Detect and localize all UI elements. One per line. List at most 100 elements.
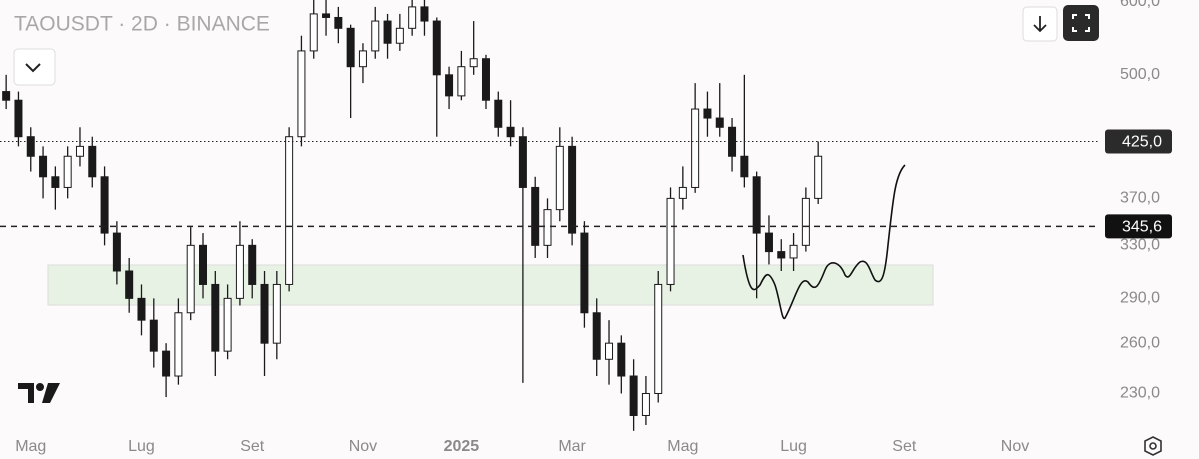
chart-title: TAOUSDT · 2D · BINANCE (14, 13, 270, 36)
candle-body (137, 297, 146, 321)
price-tag-label: 345,6 (1122, 219, 1162, 236)
candle-body (260, 283, 269, 344)
candle-body (235, 244, 244, 299)
candle-body (39, 155, 48, 178)
candle-body (75, 145, 84, 157)
candle-body (543, 209, 552, 246)
candle-body (63, 155, 72, 188)
y-tick-label: 290,0 (1120, 290, 1160, 307)
x-tick-label: Mar (558, 438, 586, 455)
candle-body (162, 350, 171, 377)
candle-body (14, 99, 23, 138)
x-tick-label: Set (240, 438, 265, 455)
candle-body (445, 74, 454, 97)
candle-body (568, 145, 577, 234)
y-tick-label: 260,0 (1120, 334, 1160, 351)
fullscreen-button[interactable] (1063, 5, 1099, 41)
candle-body (322, 13, 331, 18)
settings-icon-center (1149, 442, 1157, 450)
y-tick-label: 230,0 (1120, 385, 1160, 402)
x-tick-label: Set (892, 438, 917, 455)
candle-body (408, 6, 417, 29)
candle-body (346, 27, 355, 68)
price-tag-label: 425,0 (1122, 134, 1162, 151)
candle-body (654, 283, 663, 394)
candle-body (752, 176, 761, 234)
candle-body (149, 319, 158, 352)
candle-body (457, 66, 466, 97)
candle-body (51, 176, 60, 188)
candle-body (371, 20, 380, 52)
x-tick-label: Lug (128, 438, 155, 455)
y-tick-label: 500,0 (1120, 66, 1160, 83)
candle-body (481, 58, 490, 101)
settings-icon[interactable] (1144, 436, 1162, 456)
candle-body (2, 91, 11, 101)
candle-body (506, 126, 515, 138)
candle-body (678, 186, 687, 199)
candle-body (691, 108, 700, 188)
candle-body (272, 283, 281, 344)
candle-body (186, 244, 195, 314)
candle-body (174, 312, 183, 377)
y-tick-label: 330,0 (1120, 237, 1160, 254)
candle-body (715, 117, 724, 128)
candle-body (777, 251, 786, 259)
candle-body (100, 176, 109, 234)
candle-body (432, 20, 441, 76)
y-tick-label: 370,0 (1120, 190, 1160, 207)
candle-body (223, 297, 232, 352)
candle-body (358, 50, 367, 68)
candle-body (740, 155, 749, 178)
candle-body (814, 155, 823, 199)
x-tick-label: 2025 (444, 438, 480, 455)
candle-body (592, 312, 601, 360)
chevron-icon (25, 63, 41, 73)
candle-body (125, 270, 134, 299)
candle-body (703, 108, 712, 119)
candle-body (309, 13, 318, 52)
candle-body (580, 232, 589, 314)
candle-body (617, 342, 626, 377)
candle-body (26, 136, 35, 157)
candle-body (801, 197, 810, 246)
candle-body (789, 244, 798, 259)
x-tick-label: Mag (15, 438, 46, 455)
support-zone (47, 264, 934, 306)
candle-body (641, 392, 650, 416)
candle-body (531, 186, 540, 246)
candle-body (211, 283, 220, 352)
x-tick-label: Nov (1001, 438, 1029, 455)
candle-body (555, 145, 564, 211)
candle-body (605, 342, 614, 360)
candle-body (395, 27, 404, 44)
candle-body (518, 136, 527, 188)
tv-logo (18, 383, 60, 403)
candle-body (285, 136, 294, 285)
candle-body (112, 232, 121, 272)
candle-body (420, 6, 429, 22)
forecast-sketch (742, 164, 906, 320)
x-tick-label: Lug (780, 438, 807, 455)
y-tick-label: 600,0 (1120, 0, 1160, 10)
candle-body (88, 145, 97, 178)
x-tick-label: Nov (349, 438, 377, 455)
price-tag (1105, 129, 1172, 154)
candle-body (666, 197, 675, 285)
candles (2, 0, 823, 431)
price-tag (1105, 214, 1172, 239)
candle-body (764, 232, 773, 253)
candle-body (383, 20, 392, 44)
candle-body (494, 99, 503, 128)
candle-body (297, 50, 306, 138)
fullscreen-icon (1072, 14, 1090, 32)
arrow-icon (1033, 16, 1047, 33)
candle-body (248, 244, 257, 285)
x-tick-label: Mag (667, 438, 698, 455)
candle-body (629, 375, 638, 416)
candle-body (199, 244, 208, 285)
candle-body (334, 16, 343, 29)
collapse-button[interactable] (13, 48, 56, 86)
